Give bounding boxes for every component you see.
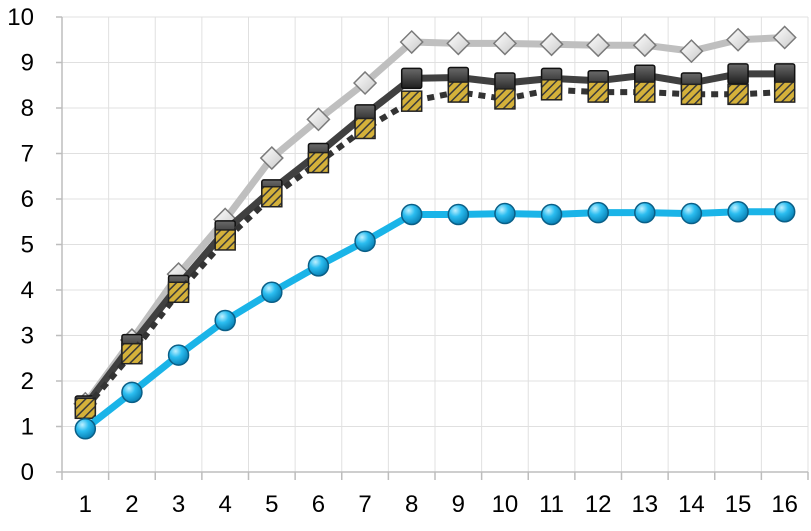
series-4-point [634, 201, 656, 224]
series-4-point [167, 344, 190, 366]
series-4-point [680, 202, 703, 225]
series-2-line [82, 70, 785, 409]
x-tick-label: 9 [452, 491, 465, 518]
y-tick-label: 9 [21, 50, 34, 77]
series-1-point [399, 29, 424, 55]
x-tick-label: 2 [125, 491, 138, 518]
series-3-point [447, 81, 470, 103]
series-4-point [447, 203, 470, 226]
y-tick-label: 10 [7, 4, 34, 31]
series-1-point [586, 33, 611, 58]
series-4-point [121, 381, 143, 404]
series-1-point [539, 32, 564, 57]
series-4-point [400, 203, 423, 226]
series-3-point [727, 83, 749, 106]
series-3-point [74, 397, 97, 420]
series-4-point [354, 230, 376, 253]
x-tick-label: 16 [771, 491, 798, 518]
series-4-point [773, 200, 796, 223]
series-3-point [680, 83, 703, 106]
series-3-point [307, 151, 330, 174]
series-3-point [773, 81, 796, 103]
x-tick-label: 1 [79, 491, 92, 518]
series-1-point [772, 25, 797, 50]
series-4-point [74, 418, 97, 440]
series-3-point [354, 117, 376, 140]
series-3-point [167, 281, 190, 304]
series-3-line [83, 86, 785, 411]
series-4-line [83, 208, 785, 432]
y-tick-label: 8 [21, 95, 34, 122]
series-3-point [261, 185, 283, 208]
series-2-point [727, 63, 749, 85]
series-3-point [214, 229, 236, 251]
x-tick-label: 6 [312, 491, 325, 518]
series-1-point [259, 145, 284, 171]
series-2-point [400, 67, 423, 90]
x-tick-label: 14 [678, 491, 705, 518]
y-tick-label: 3 [21, 323, 34, 350]
x-tick-label: 11 [539, 491, 564, 518]
series-4-point [261, 281, 283, 304]
axes [56, 16, 809, 480]
series-4-point [307, 255, 330, 277]
y-tick-label: 2 [21, 368, 34, 395]
series-4-point [540, 203, 563, 226]
series-4 [74, 200, 796, 440]
x-tick-label: 3 [172, 491, 185, 518]
series-3-point [400, 90, 423, 112]
series-1-point [446, 31, 471, 56]
series-layer [73, 25, 797, 440]
y-tick-label: 4 [21, 277, 34, 304]
y-tick-label: 1 [21, 414, 34, 441]
series-3 [74, 79, 796, 420]
series-3-point [540, 79, 563, 101]
series-2-point [773, 63, 796, 85]
series-3-point [494, 88, 516, 110]
x-tick-label: 10 [492, 491, 519, 518]
series-4-point [214, 309, 236, 332]
series-1-point [632, 33, 657, 58]
series-3-point [121, 342, 143, 365]
series-1-point [492, 31, 517, 56]
series-1-point [353, 70, 378, 96]
series-3-point [587, 81, 609, 103]
y-tick-label: 0 [21, 459, 34, 486]
series-4-point [727, 200, 749, 223]
series-3-point [634, 81, 656, 103]
x-tick-label: 12 [585, 491, 612, 518]
series-4-point [494, 202, 516, 225]
series-1-point [679, 39, 704, 64]
x-tick-label: 13 [631, 491, 658, 518]
series-1-point [306, 107, 331, 132]
x-tick-label: 4 [219, 491, 232, 518]
x-tick-label: 7 [358, 491, 371, 518]
y-tick-label: 7 [21, 141, 34, 168]
x-tick-label: 8 [405, 491, 418, 518]
series-4-point [587, 201, 609, 224]
y-tick-label: 5 [21, 232, 34, 259]
series-1-point [726, 27, 751, 52]
y-tick-label: 6 [21, 186, 34, 213]
x-tick-label: 15 [725, 491, 752, 518]
x-tick-label: 5 [265, 491, 278, 518]
series-1-line [82, 34, 785, 406]
